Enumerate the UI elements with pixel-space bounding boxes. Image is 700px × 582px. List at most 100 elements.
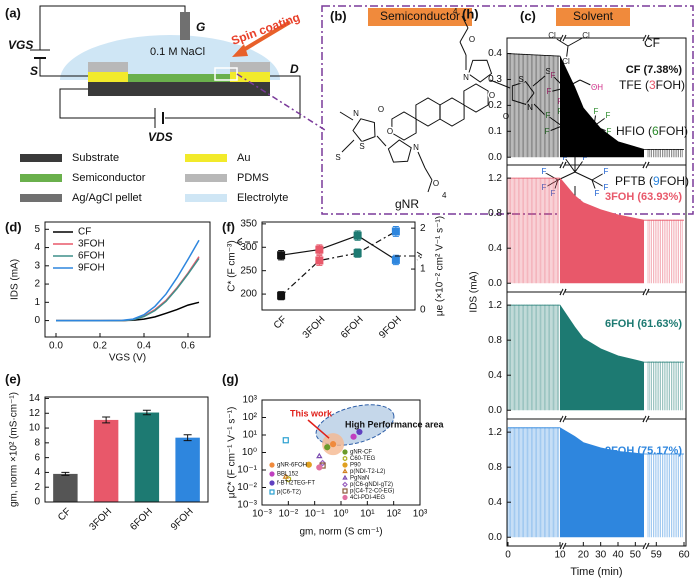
y-tick-label: 0.8 xyxy=(488,462,502,473)
y-tick-label: 0.1 xyxy=(488,126,502,137)
pdms xyxy=(88,62,128,72)
x-tick-label: 10⁰ xyxy=(333,509,348,520)
vgs-label: VGS xyxy=(8,38,33,52)
legend-label: PgNaN xyxy=(350,476,369,482)
vds-label: VDS xyxy=(148,130,173,144)
bar xyxy=(175,437,200,502)
x-axis-label: gm, norm (S cm⁻¹) xyxy=(299,527,382,538)
x-tick-label: 10² xyxy=(386,509,401,520)
legend-swatch xyxy=(185,174,227,182)
marker xyxy=(391,255,400,264)
line-series xyxy=(56,239,200,322)
marker xyxy=(342,481,348,488)
x-tick-label: 0.4 xyxy=(137,341,151,352)
legend-swatch xyxy=(185,154,227,162)
plot-frame xyxy=(261,221,416,311)
x-tick-label: 10⁻² xyxy=(278,509,298,520)
legend-label: f-BTI2TEG-FT xyxy=(277,481,315,487)
axis-break-gap xyxy=(644,162,648,168)
plot-frame xyxy=(506,418,687,547)
annotation: 6FOH (61.63%) xyxy=(605,318,682,330)
x-tick-label: 20 xyxy=(578,550,590,561)
axis-arrow xyxy=(235,237,258,247)
y-tick-label: 300 xyxy=(240,242,257,253)
y-tick-label: 1 xyxy=(34,297,40,308)
envelope xyxy=(508,304,684,363)
ring xyxy=(468,59,493,83)
marker xyxy=(324,444,331,451)
subscript: 4 xyxy=(442,191,447,200)
atom-label: F xyxy=(563,153,568,162)
marker xyxy=(342,455,348,462)
solvent-name: TFE (3FOH) xyxy=(619,78,685,92)
x-tick-label: CF xyxy=(56,506,73,523)
y-tick-label: 1.2 xyxy=(488,427,502,438)
axis-break xyxy=(559,161,567,169)
y-tick-label: 0 xyxy=(420,305,426,316)
x-tick-label: 6FOH xyxy=(339,314,366,341)
marker xyxy=(269,471,275,477)
process-label: Spin coating xyxy=(229,10,301,48)
legend-label: p(NDI-T2-L2) xyxy=(350,469,385,475)
electrolyte-label: 0.1 M NaCl xyxy=(150,46,205,58)
y-axis-label: gm, norm ×10² (mS·cm⁻¹) xyxy=(9,392,20,507)
bond xyxy=(574,171,593,181)
axis-break-gap xyxy=(644,416,648,422)
y-tick-label: 0.4 xyxy=(488,370,502,381)
source-label: S xyxy=(30,64,38,78)
y-tick-label: 10⁻¹ xyxy=(237,465,257,476)
marker xyxy=(356,428,363,436)
x-tick-label: 30 xyxy=(595,550,607,561)
y-tick-label: 10² xyxy=(243,412,258,423)
axis-break xyxy=(559,34,567,42)
molecule-name: gNR xyxy=(395,197,419,211)
error-bar xyxy=(102,416,111,424)
bar xyxy=(93,419,119,502)
ring xyxy=(439,97,465,127)
x-tick-label: 3FOH xyxy=(301,314,328,341)
y-tick-label: 250 xyxy=(240,265,257,276)
substrate xyxy=(88,82,270,96)
x-tick-label: 10 xyxy=(554,550,566,561)
bond xyxy=(427,179,433,193)
ring xyxy=(415,97,441,127)
gate-label: G xyxy=(196,20,205,34)
y-tick-label: 14 xyxy=(29,393,41,404)
x-tick-label: CF xyxy=(272,314,289,331)
atom-label: F xyxy=(604,167,609,176)
bond xyxy=(579,79,598,89)
y-tick-label: 6 xyxy=(34,452,40,463)
marker xyxy=(342,494,348,501)
device-schematic: (a) G 0.1 M NaCl Spin coating VGS S D VD… xyxy=(5,5,326,144)
y-axis-label: IDS (mA) xyxy=(469,271,480,312)
y-tick-label: 2 xyxy=(34,279,40,290)
marker xyxy=(315,256,324,265)
y-tick-label: 0 xyxy=(34,497,40,508)
legend-label: CF xyxy=(78,227,91,238)
header: Semiconductor xyxy=(380,9,460,23)
panel-label: (h) xyxy=(462,6,479,21)
decay-area xyxy=(560,427,644,538)
legend-label: 3FOH xyxy=(78,239,105,250)
marker xyxy=(316,464,323,471)
panel-label: (d) xyxy=(5,219,22,234)
x-tick-label: 59 xyxy=(651,550,663,561)
x-tick-label: 10¹ xyxy=(360,509,375,520)
legend-swatch xyxy=(20,174,62,182)
line-series xyxy=(56,301,200,322)
axis-break xyxy=(642,34,650,42)
line-series xyxy=(281,234,397,261)
x-tick-label: 0.0 xyxy=(49,341,63,352)
marker xyxy=(277,251,286,260)
atom-label: F xyxy=(551,189,556,198)
annotation: CF (7.38%) xyxy=(626,64,683,76)
atom-label: N xyxy=(413,143,419,152)
y-tick-label: 2 xyxy=(420,223,426,234)
y-axis-label: μC* (F cm⁻¹ V⁻¹ s⁻¹) xyxy=(227,407,238,499)
bond xyxy=(459,27,469,43)
y-tick-label: 8 xyxy=(34,437,40,448)
y-tick-label: 0 xyxy=(34,315,40,326)
y-tick-label: 0.8 xyxy=(488,208,502,219)
y-tick-label: 0.4 xyxy=(488,48,502,59)
